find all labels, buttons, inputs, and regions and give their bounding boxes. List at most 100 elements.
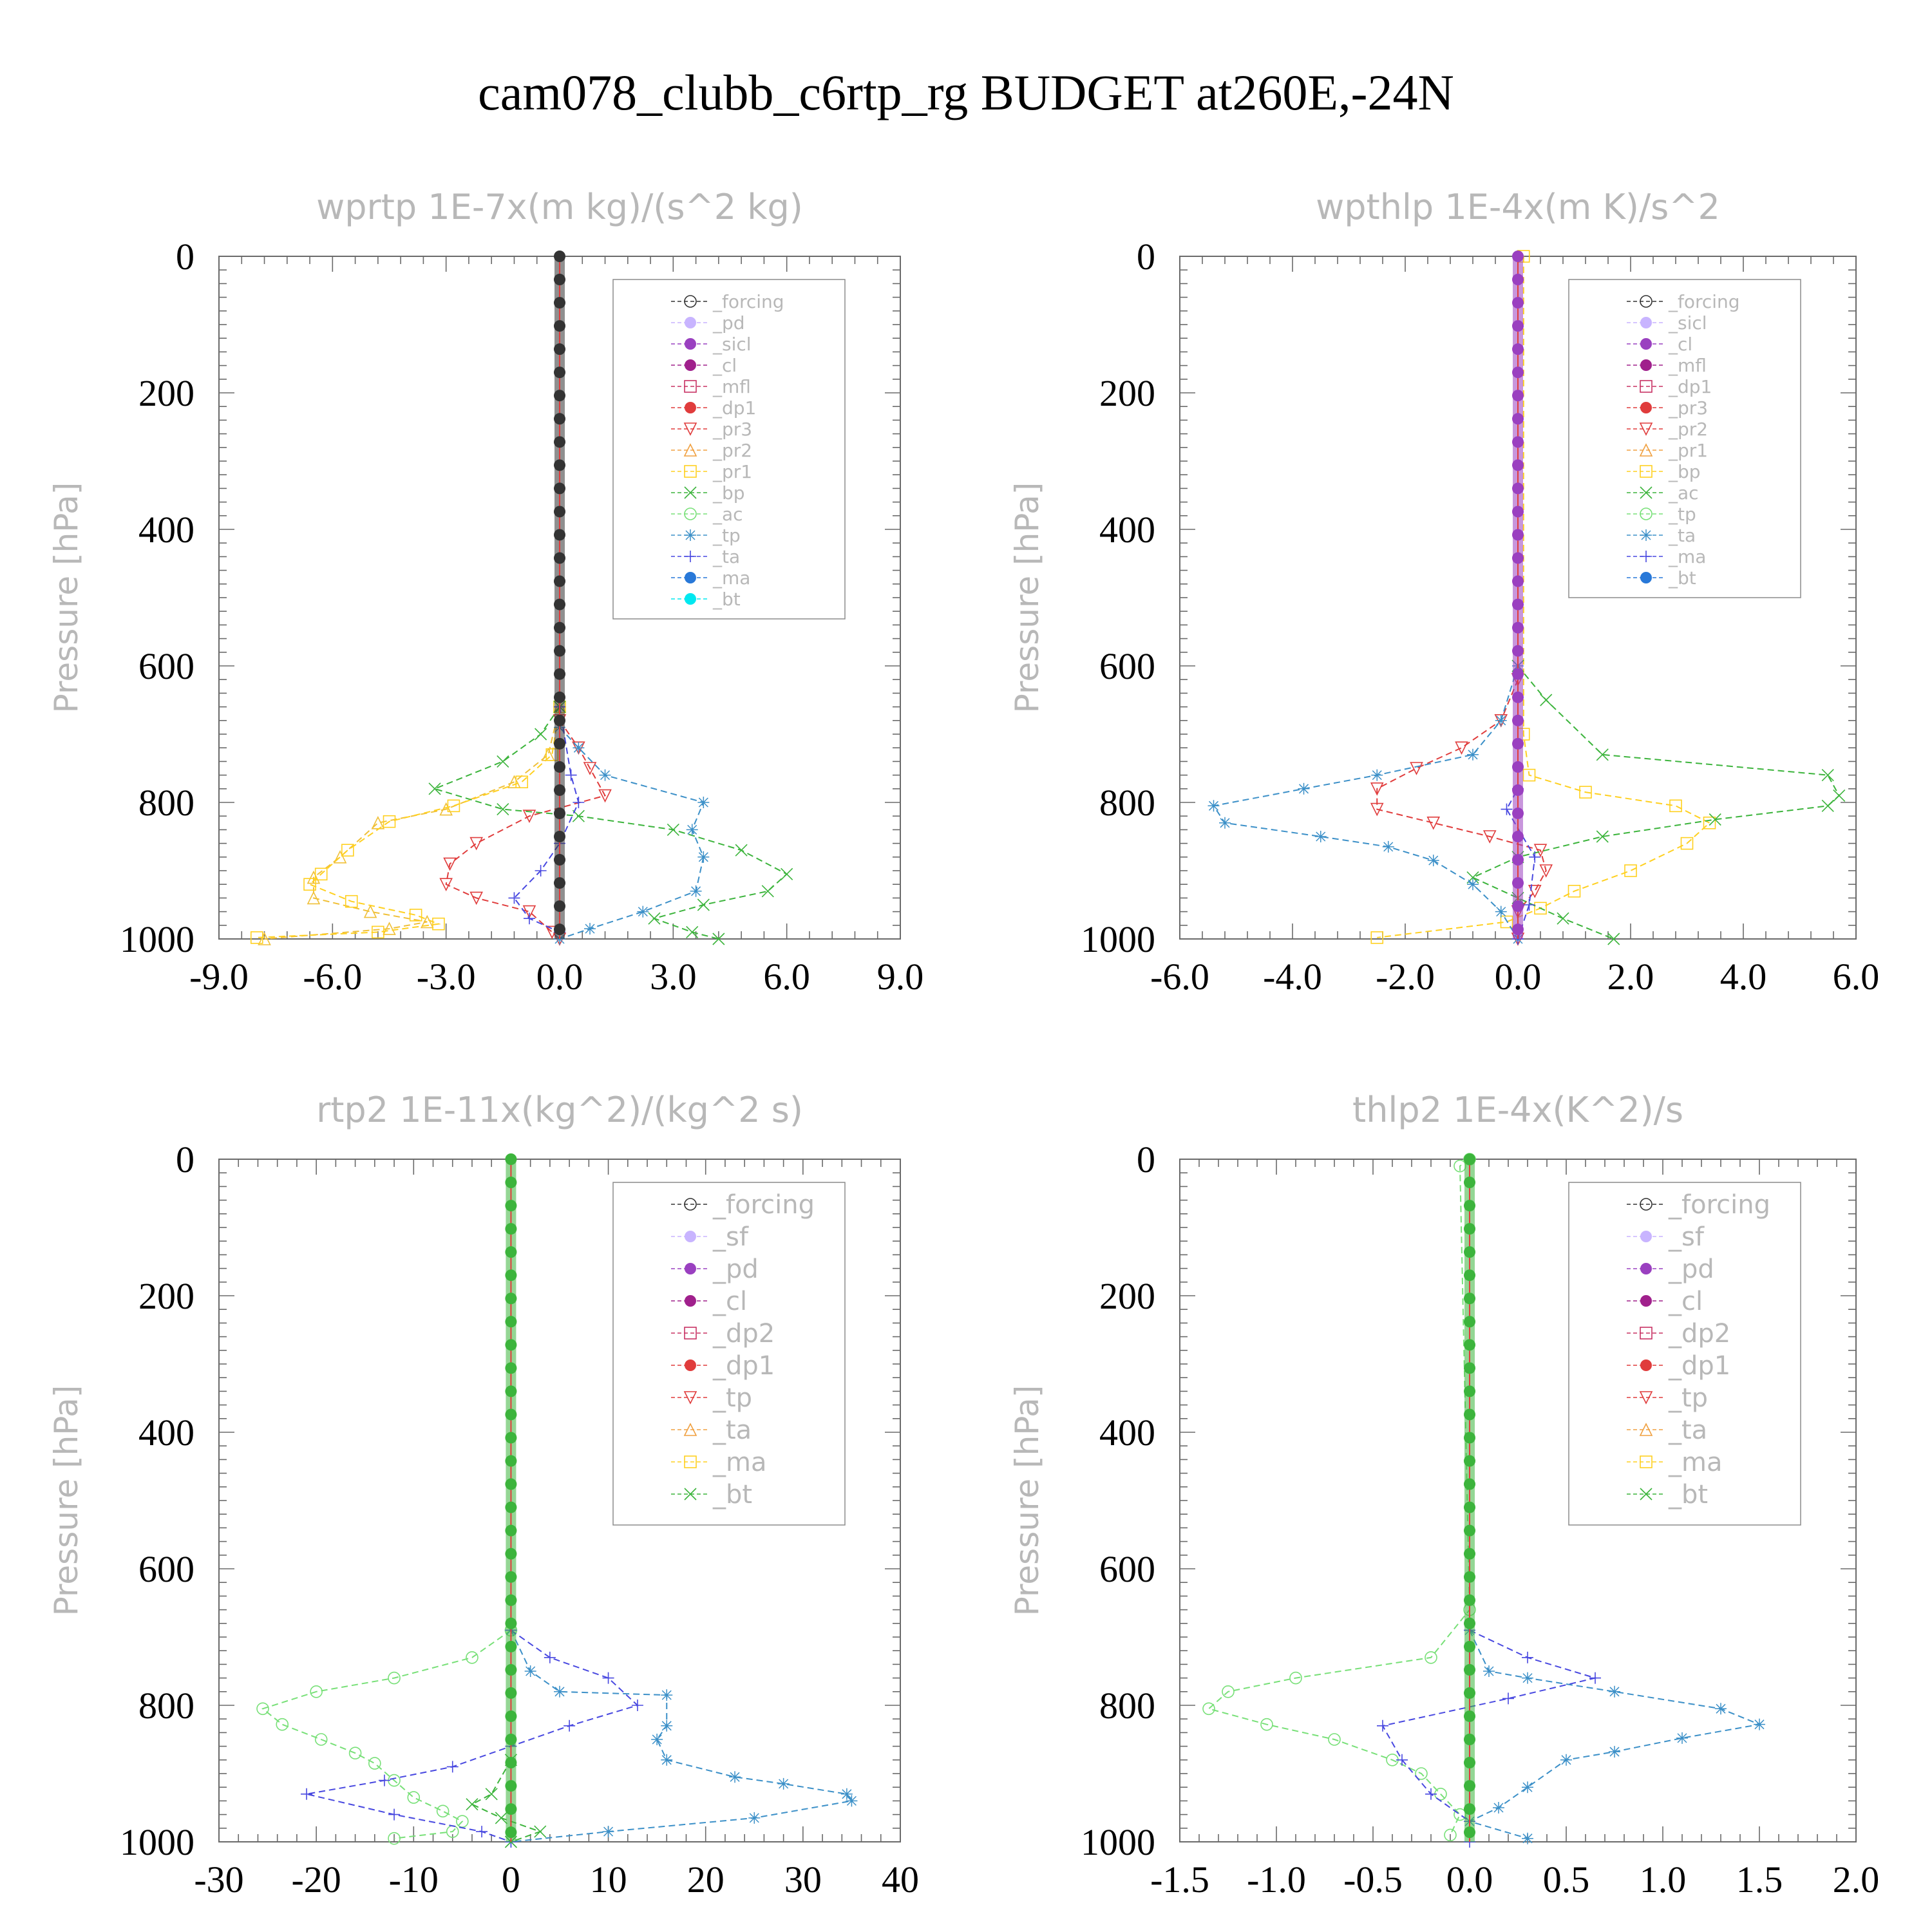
data-point bbox=[378, 1774, 390, 1786]
series-bt bbox=[1464, 1153, 1475, 1842]
legend-item-dp1: _dp1 bbox=[1627, 1351, 1730, 1381]
data-point bbox=[1382, 840, 1394, 853]
data-point bbox=[515, 775, 529, 788]
data-point bbox=[1512, 482, 1524, 495]
data-point bbox=[505, 1780, 517, 1792]
data-point bbox=[554, 529, 565, 541]
legend-marker bbox=[1640, 359, 1652, 371]
series-line bbox=[1377, 256, 1711, 938]
legend-marker bbox=[1640, 295, 1653, 308]
data-point bbox=[598, 789, 612, 803]
data-point bbox=[466, 1798, 478, 1811]
legend-marker bbox=[685, 1295, 696, 1307]
legend-marker bbox=[683, 1423, 697, 1436]
data-point bbox=[554, 761, 565, 773]
legend-label: _pd bbox=[1668, 1255, 1714, 1284]
legend-marker bbox=[685, 317, 696, 328]
figure-title: cam078_clubb_c6rtp_rg BUDGET at260E,-24N bbox=[478, 64, 1454, 120]
data-point bbox=[1512, 552, 1524, 564]
y-tick-label: 600 bbox=[138, 645, 194, 687]
legend-item-pd: _pd bbox=[671, 1255, 759, 1284]
y-tick-label: 1000 bbox=[120, 918, 194, 960]
data-point bbox=[554, 320, 565, 332]
data-point bbox=[439, 802, 453, 816]
data-point bbox=[505, 1432, 517, 1444]
data-point bbox=[1609, 1746, 1620, 1758]
legend-marker bbox=[1639, 1423, 1653, 1436]
data-point bbox=[535, 865, 547, 876]
data-point bbox=[1512, 737, 1524, 750]
data-point bbox=[1512, 413, 1524, 425]
legend-item-pr3: _pr3 bbox=[671, 419, 752, 440]
legend-label: _pr2 bbox=[1668, 419, 1708, 440]
x-tick-label: 10 bbox=[590, 1859, 627, 1900]
data-point bbox=[1512, 575, 1524, 587]
data-point bbox=[602, 1672, 614, 1684]
x-tick-label: 20 bbox=[687, 1859, 724, 1900]
x-tick-label: 0 bbox=[502, 1859, 520, 1900]
data-point bbox=[1464, 1803, 1475, 1815]
legend-label: _forcing bbox=[712, 291, 784, 312]
data-point bbox=[1512, 761, 1524, 773]
data-point bbox=[1464, 1501, 1475, 1513]
data-point bbox=[505, 1316, 517, 1328]
data-point bbox=[1540, 694, 1553, 706]
x-tick-label: 3.0 bbox=[650, 956, 697, 998]
legend-marker bbox=[685, 402, 696, 413]
y-tick-label: 400 bbox=[1099, 1412, 1155, 1454]
data-point bbox=[420, 914, 434, 929]
y-tick-label: 800 bbox=[1099, 1685, 1155, 1727]
legend-item-bp: _bp bbox=[671, 482, 745, 504]
data-point bbox=[303, 878, 316, 891]
data-point bbox=[508, 892, 520, 904]
data-point bbox=[554, 784, 565, 796]
data-point bbox=[729, 1771, 741, 1783]
data-point bbox=[1821, 769, 1834, 782]
x-tick-label: -1.0 bbox=[1247, 1859, 1306, 1900]
legend-item-mfl: _mfl bbox=[671, 376, 751, 397]
data-point bbox=[1464, 1246, 1475, 1258]
legend-item-ac: _ac bbox=[671, 504, 743, 525]
data-point bbox=[1557, 912, 1569, 925]
data-point bbox=[1298, 782, 1310, 795]
x-tick-label: 6.0 bbox=[1833, 956, 1880, 998]
data-point bbox=[554, 831, 565, 842]
x-tick-label: 2.0 bbox=[1607, 956, 1654, 998]
data-point bbox=[1444, 1828, 1457, 1842]
legend-item-tp: _tp bbox=[1627, 504, 1696, 525]
data-point bbox=[554, 436, 565, 448]
data-point bbox=[1464, 1362, 1475, 1374]
data-point bbox=[1464, 1710, 1475, 1722]
data-point bbox=[497, 803, 509, 816]
legend-item-cl: _cl bbox=[1627, 1287, 1703, 1316]
data-point bbox=[1512, 877, 1524, 889]
legend-label: _dp1 bbox=[712, 397, 756, 419]
series-line bbox=[559, 726, 705, 940]
data-point bbox=[781, 867, 793, 880]
data-point bbox=[544, 1651, 556, 1663]
data-point bbox=[466, 1651, 478, 1664]
data-point bbox=[439, 878, 453, 891]
series-pr2 bbox=[258, 699, 567, 945]
data-point bbox=[1328, 1733, 1341, 1746]
data-point bbox=[554, 877, 565, 889]
legend-marker bbox=[1640, 486, 1653, 499]
legend-marker bbox=[1639, 422, 1653, 436]
y-tick-label: 1000 bbox=[1081, 1821, 1155, 1863]
legend-marker bbox=[1640, 1359, 1652, 1371]
legend-label: _ac bbox=[1668, 482, 1699, 504]
chart-panel-4: thlp2 1E-4x(K^2)/s Pressure [hPa] -1.5 -1.0… bbox=[1009, 1090, 1879, 1900]
data-point bbox=[735, 844, 748, 857]
data-point bbox=[348, 1747, 362, 1759]
data-point bbox=[1754, 1718, 1765, 1730]
data-point bbox=[697, 851, 710, 863]
legend-item-ma: _ma bbox=[1627, 1448, 1722, 1477]
data-point bbox=[1464, 1640, 1475, 1653]
data-point bbox=[276, 1718, 289, 1731]
data-point bbox=[554, 598, 565, 611]
data-point bbox=[1512, 645, 1524, 657]
legend-item-pd: _pd bbox=[1627, 1255, 1714, 1284]
series-dp1 bbox=[1202, 1153, 1476, 1842]
legend-label: _dp1 bbox=[712, 1351, 775, 1381]
